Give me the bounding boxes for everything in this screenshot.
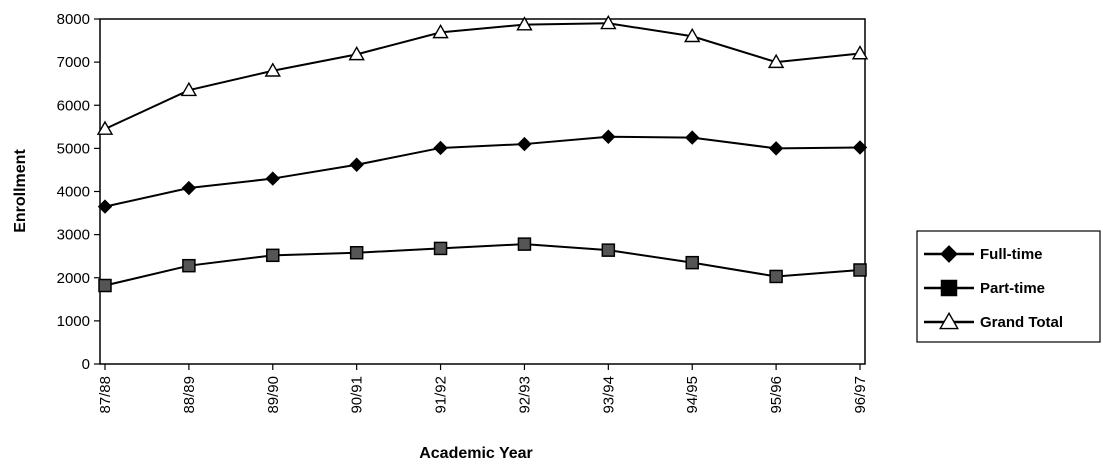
data-point-part-time bbox=[351, 247, 363, 259]
y-tick-label: 1000 bbox=[57, 313, 90, 330]
data-point-part-time bbox=[686, 257, 698, 269]
legend-label: Full-time bbox=[980, 246, 1043, 263]
y-axis: 0 1000 2000 3000 4000 5000 6000 7000 8000 bbox=[57, 11, 100, 373]
x-tick-label: 94/95 bbox=[684, 376, 701, 414]
x-tick-label: 92/93 bbox=[516, 376, 533, 414]
legend: Full-time Part-time Grand Total bbox=[917, 231, 1100, 342]
x-tick-label: 93/94 bbox=[600, 376, 617, 414]
y-tick-label: 5000 bbox=[57, 140, 90, 157]
x-tick-label: 95/96 bbox=[768, 376, 785, 414]
legend-label: Grand Total bbox=[980, 314, 1063, 331]
legend-label: Part-time bbox=[980, 280, 1045, 297]
data-point-part-time bbox=[770, 270, 782, 282]
y-axis-title: Enrollment bbox=[12, 149, 29, 233]
data-point-part-time bbox=[99, 280, 111, 292]
legend-swatch-marker bbox=[942, 281, 957, 296]
x-tick-label: 90/91 bbox=[349, 376, 366, 414]
x-tick-label: 91/92 bbox=[433, 376, 450, 414]
y-tick-label: 4000 bbox=[57, 184, 90, 201]
data-point-part-time bbox=[183, 260, 195, 272]
data-point-part-time bbox=[518, 238, 530, 250]
legend-item-part-time: Part-time bbox=[924, 280, 1045, 297]
plot-area bbox=[100, 19, 865, 364]
x-axis: 87/88 88/89 89/90 90/91 91/92 92/93 93/94 94/95… bbox=[97, 364, 869, 414]
data-point-part-time bbox=[602, 244, 614, 256]
y-tick-label: 3000 bbox=[57, 227, 90, 244]
data-point-part-time bbox=[435, 242, 447, 254]
data-point-part-time bbox=[267, 249, 279, 261]
x-tick-label: 89/90 bbox=[265, 376, 282, 414]
y-tick-label: 2000 bbox=[57, 270, 90, 287]
y-tick-label: 6000 bbox=[57, 97, 90, 114]
x-tick-label: 88/89 bbox=[181, 376, 198, 414]
x-tick-label: 87/88 bbox=[97, 376, 114, 414]
x-tick-label: 96/97 bbox=[852, 376, 869, 414]
y-tick-label: 0 bbox=[82, 356, 90, 373]
x-axis-title: Academic Year bbox=[419, 445, 533, 462]
y-tick-label: 8000 bbox=[57, 11, 90, 28]
data-point-part-time bbox=[854, 264, 866, 276]
y-tick-label: 7000 bbox=[57, 54, 90, 71]
